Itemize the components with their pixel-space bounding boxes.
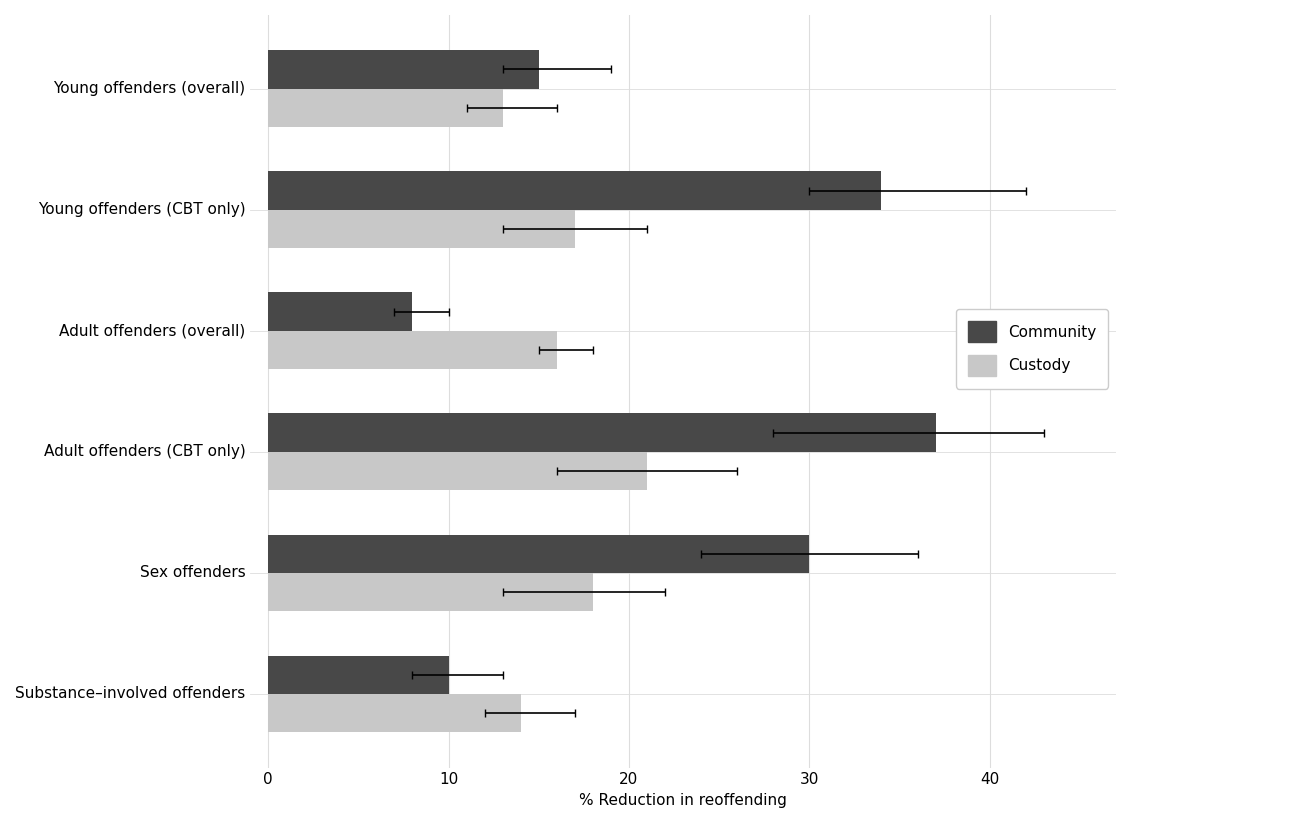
Bar [268, 210, 575, 248]
Bar [268, 413, 936, 452]
Bar [268, 452, 647, 491]
Bar [268, 331, 556, 369]
Bar [268, 171, 881, 210]
Bar [268, 89, 503, 127]
X-axis label: % Reduction in reoffending: % Reduction in reoffending [578, 793, 786, 808]
Bar [268, 573, 593, 611]
Bar [268, 535, 810, 573]
Legend: Community, Custody: Community, Custody [956, 309, 1109, 388]
Bar [268, 50, 538, 89]
Bar [268, 656, 448, 694]
Bar [268, 292, 412, 331]
Bar [268, 694, 521, 732]
